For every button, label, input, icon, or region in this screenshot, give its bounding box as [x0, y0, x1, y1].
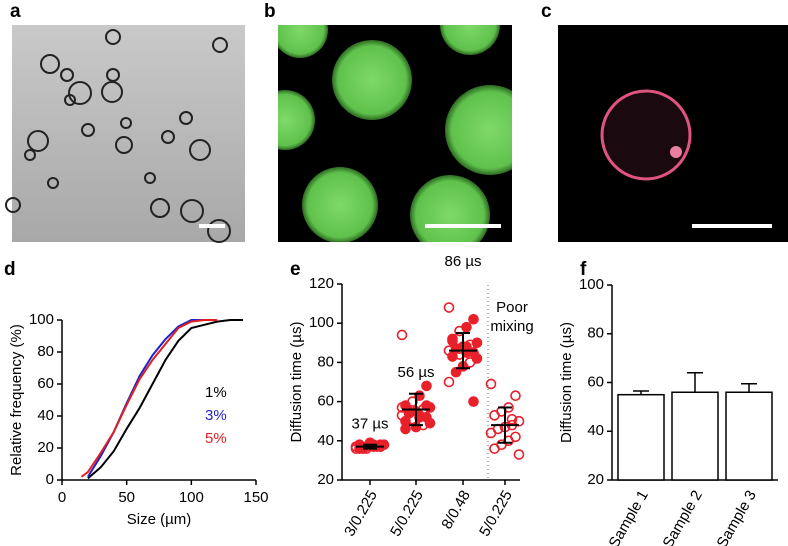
annotation: 37 µs: [352, 416, 389, 433]
y-tick-label: 120: [309, 275, 334, 292]
error-bar: [363, 443, 377, 450]
data-point: [421, 380, 432, 392]
data-point: [513, 449, 525, 460]
x-tick-label: 5/0.225: [476, 487, 516, 539]
bar: [725, 391, 773, 481]
y-axis-label: Relative frequency (%): [8, 324, 25, 476]
data-point: [447, 335, 458, 347]
y-tick-label: 80: [317, 353, 334, 370]
x-tick-label: 0: [58, 489, 66, 506]
annotation: 86 µs: [445, 253, 482, 270]
error-bar: [409, 392, 423, 427]
x-tick-label: 5/0.225: [387, 487, 427, 539]
x-tick-label: Sample 2: [659, 487, 705, 546]
y-tick-label: 40: [317, 432, 334, 449]
y-tick-label: 20: [37, 439, 54, 456]
y-axis-label: Diffusion time (µs): [558, 322, 575, 443]
y-tick-label: 60: [317, 393, 334, 410]
cdf-line: [87, 319, 205, 478]
bar: [671, 391, 719, 481]
data-point: [354, 439, 365, 451]
x-tick-label: 100: [179, 489, 204, 506]
annotation: mixing: [490, 318, 533, 335]
y-tick-label: 60: [587, 373, 604, 390]
data-point: [396, 329, 408, 341]
y-tick-label: 20: [317, 471, 334, 488]
annotation: Poor: [496, 299, 528, 316]
y-axis-label: Diffusion time (µs): [288, 322, 305, 443]
y-tick-label: 60: [37, 375, 54, 392]
y-tick-label: 100: [309, 314, 334, 331]
micrograph-a: [5, 25, 245, 243]
y-tick-label: 40: [37, 407, 54, 424]
y-tick-label: 20: [587, 471, 604, 488]
data-point: [485, 427, 497, 439]
x-tick-label: Sample 3: [713, 487, 759, 546]
data-point: [468, 396, 479, 407]
x-tick-label: 3/0.225: [341, 487, 381, 539]
panel-label: e: [290, 259, 301, 280]
x-tick-label: 50: [118, 489, 135, 506]
panel-label: b: [264, 1, 276, 22]
legend-entry: 1%: [205, 384, 227, 401]
x-tick-label: 8/0.48: [438, 487, 474, 532]
data-point: [489, 443, 500, 454]
bar: [617, 393, 665, 481]
data-point: [454, 325, 465, 337]
cdf-line: [80, 319, 218, 478]
error-bar: [687, 372, 703, 393]
x-axis-label: Size (µm): [127, 511, 191, 528]
y-tick-label: 80: [37, 343, 54, 360]
data-point: [510, 390, 521, 402]
micrograph-c: [558, 25, 788, 242]
micrograph-b: [278, 25, 512, 242]
panel-label: d: [4, 259, 16, 280]
data-point: [396, 402, 408, 413]
legend-entry: 5%: [205, 430, 227, 447]
error-bar: [498, 406, 512, 444]
cdf-line: [87, 319, 244, 480]
data-point: [400, 423, 411, 435]
y-tick-label: 80: [587, 325, 604, 342]
panel-label: a: [10, 1, 21, 22]
data-point: [443, 376, 455, 388]
data-point: [506, 413, 518, 425]
data-point: [485, 378, 497, 390]
data-point: [489, 410, 500, 421]
data-point: [443, 302, 455, 313]
error-bar: [741, 382, 757, 393]
x-tick-label: 150: [243, 489, 268, 506]
y-tick-label: 0: [46, 471, 54, 488]
data-point: [447, 351, 458, 362]
y-tick-label: 100: [29, 311, 54, 328]
error-bar: [456, 332, 470, 370]
annotation: 56 µs: [398, 364, 435, 381]
legend-entry: 3%: [205, 407, 227, 424]
y-tick-label: 100: [579, 276, 604, 293]
x-tick-label: Sample 1: [605, 487, 651, 546]
y-tick-label: 40: [587, 422, 604, 439]
panel-label: f: [580, 259, 587, 280]
panel-label: c: [541, 1, 552, 22]
data-point: [468, 313, 479, 325]
